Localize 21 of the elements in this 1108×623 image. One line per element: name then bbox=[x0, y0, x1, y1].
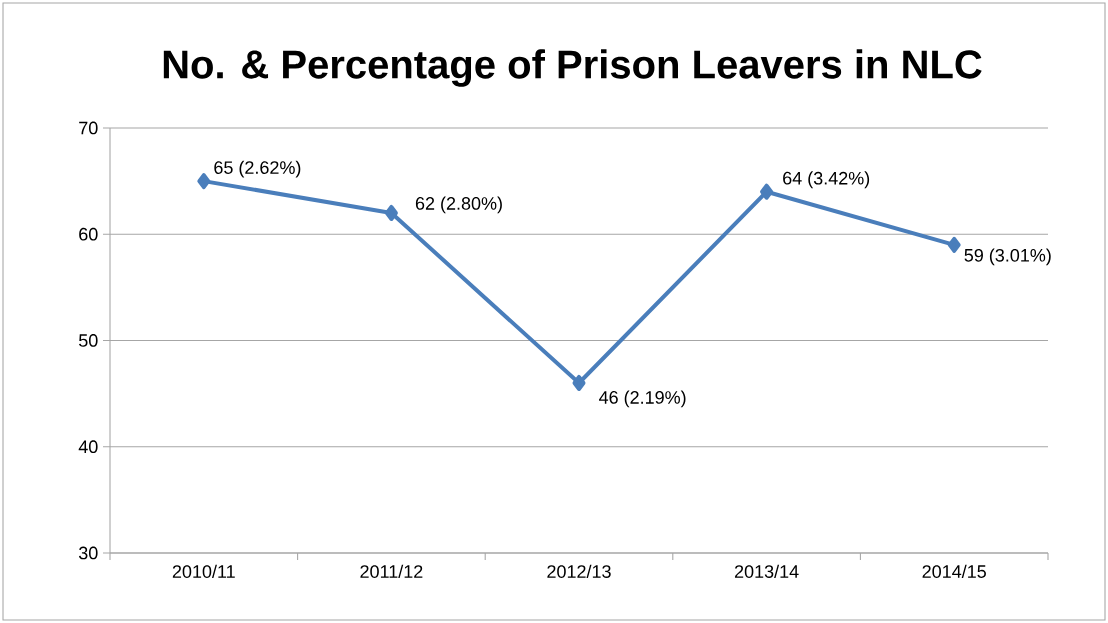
data-label: 46 (2.19%) bbox=[599, 390, 686, 408]
y-tick-label: 60 bbox=[79, 227, 98, 241]
data-label: 62 (2.80%) bbox=[415, 196, 502, 214]
point bbox=[384, 204, 398, 221]
data-label: 64 (3.42%) bbox=[783, 171, 870, 189]
chart-title: No. & Percentage of Prison Leavers in NLC bbox=[163, 49, 982, 87]
y-tick-label: 50 bbox=[78, 334, 98, 347]
point bbox=[572, 374, 586, 391]
point bbox=[947, 236, 961, 253]
point bbox=[760, 183, 774, 200]
x-tick-label: 2013/14 bbox=[734, 564, 799, 578]
x-tick-label: 2014/15 bbox=[922, 564, 986, 578]
x-tick-label: 2011/12 bbox=[360, 564, 423, 578]
x-tick-label: 2010/11 bbox=[172, 564, 235, 578]
point bbox=[197, 173, 211, 190]
data-label: 59 (3.01%) bbox=[964, 248, 1051, 266]
y-tick-label: 40 bbox=[78, 440, 98, 454]
y-tick-label: 70 bbox=[79, 121, 98, 135]
x-tick-label: 2012/13 bbox=[547, 564, 611, 578]
data-label: 65 (2.62%) bbox=[214, 160, 301, 178]
y-tick-label: 30 bbox=[78, 546, 98, 560]
